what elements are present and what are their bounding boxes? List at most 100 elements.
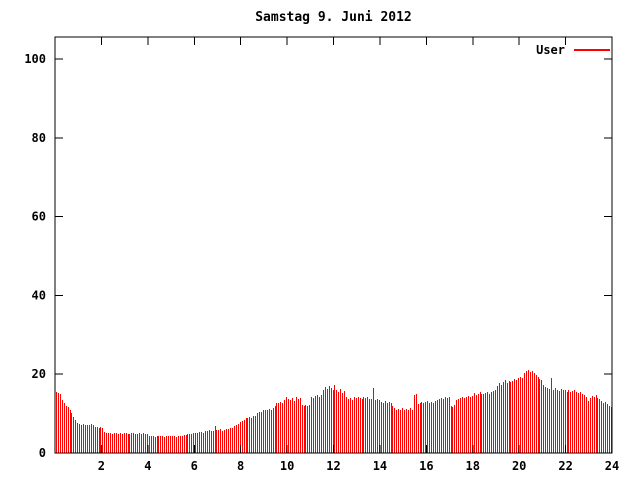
bar: [73, 417, 74, 453]
bar: [449, 397, 450, 453]
bar: [509, 381, 510, 453]
bar: [174, 436, 175, 453]
bar: [570, 392, 571, 453]
bar: [429, 403, 430, 453]
bar: [91, 424, 92, 453]
bar: [451, 406, 452, 453]
bar: [597, 398, 598, 453]
bar: [586, 397, 587, 453]
bar: [592, 396, 593, 453]
bar: [433, 403, 434, 453]
bar: [530, 372, 531, 453]
bar: [462, 397, 463, 453]
bar: [549, 389, 550, 453]
bar: [85, 425, 86, 453]
x-tick-label: 24: [605, 459, 619, 473]
bar: [363, 397, 364, 453]
bar: [331, 388, 332, 453]
bar: [62, 400, 63, 453]
bar: [538, 377, 539, 453]
bar: [89, 425, 90, 453]
bar: [71, 413, 72, 453]
x-tick-label: 22: [558, 459, 572, 473]
y-tick-label: 100: [24, 52, 46, 66]
bar: [242, 421, 243, 453]
bar: [95, 427, 96, 453]
bar: [172, 436, 173, 453]
bar: [311, 397, 312, 453]
bar: [499, 383, 500, 453]
bar: [458, 399, 459, 453]
bar: [278, 403, 279, 453]
bar: [269, 409, 270, 453]
x-tick-label: 20: [512, 459, 526, 473]
bar: [526, 371, 527, 453]
bar: [191, 434, 192, 453]
bar: [551, 378, 552, 453]
bar: [365, 398, 366, 453]
bar: [443, 399, 444, 453]
bar: [305, 405, 306, 453]
bar: [224, 430, 225, 453]
bar: [584, 395, 585, 453]
bar: [495, 390, 496, 453]
y-tick-label: 80: [32, 131, 46, 145]
bar: [267, 410, 268, 453]
bar: [282, 403, 283, 453]
bar: [460, 398, 461, 453]
bar: [510, 382, 511, 453]
bar: [474, 393, 475, 453]
bar: [437, 400, 438, 453]
bar: [203, 433, 204, 453]
bar: [582, 394, 583, 453]
bar: [304, 406, 305, 453]
bar: [480, 392, 481, 453]
bar: [609, 406, 610, 453]
bar: [226, 429, 227, 453]
x-tick-label: 16: [419, 459, 433, 473]
bar: [367, 397, 368, 453]
bar: [189, 434, 190, 453]
bar: [253, 416, 254, 453]
bar: [280, 402, 281, 453]
bar: [375, 400, 376, 453]
bar: [151, 436, 152, 453]
bar: [516, 380, 517, 453]
bar: [507, 383, 508, 453]
bar: [263, 410, 264, 453]
bar: [273, 408, 274, 453]
bar: [491, 392, 492, 453]
bar: [195, 433, 196, 453]
bar: [398, 409, 399, 453]
bar: [106, 433, 107, 453]
bar: [317, 395, 318, 453]
bar: [464, 398, 465, 453]
bar: [414, 395, 415, 453]
bar: [338, 392, 339, 453]
bar: [56, 392, 57, 453]
bar: [145, 434, 146, 453]
bar: [75, 420, 76, 453]
bar: [143, 433, 144, 453]
bar: [180, 436, 181, 453]
bar: [93, 425, 94, 453]
x-tick-label: 2: [98, 459, 105, 473]
bar: [302, 405, 303, 453]
bar: [238, 424, 239, 453]
bar: [201, 432, 202, 453]
bar: [70, 410, 71, 453]
bar: [77, 423, 78, 453]
bar: [344, 391, 345, 453]
bar: [307, 406, 308, 453]
bar: [193, 433, 194, 453]
bar: [298, 399, 299, 453]
bar: [590, 398, 591, 453]
bar: [164, 437, 165, 453]
bar: [536, 375, 537, 453]
bar: [120, 433, 121, 453]
bar: [155, 437, 156, 453]
bar: [416, 394, 417, 453]
bar: [596, 395, 597, 453]
bar: [271, 410, 272, 453]
bar: [555, 388, 556, 453]
